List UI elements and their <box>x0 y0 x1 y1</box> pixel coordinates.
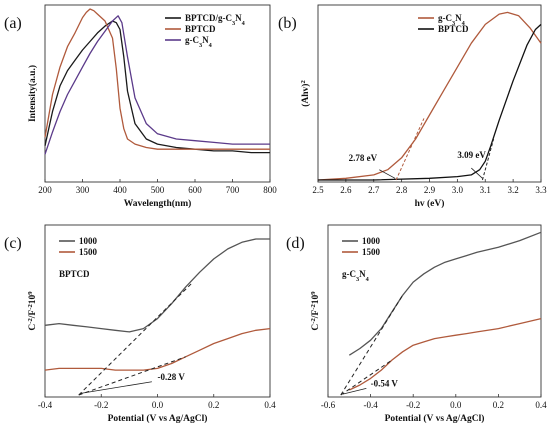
series-line-1 <box>44 8 270 150</box>
series-line-0 <box>44 20 270 154</box>
x-tick-label: 700 <box>226 185 240 195</box>
x-axis-label: Wavelength(nm) <box>124 198 192 209</box>
legend-entry: g-C3N4 <box>185 35 213 49</box>
x-axis-label: Potential (V vs Ag/AgCl) <box>385 413 485 424</box>
tangent-line <box>481 138 495 181</box>
annotation-label: 3.09 eV <box>457 150 486 160</box>
panel-label: (d) <box>286 235 305 252</box>
x-tick-label: 600 <box>188 185 202 195</box>
annotation-arrow <box>342 387 367 395</box>
legend-entry: BPTCD/g-C3N4 <box>185 13 246 27</box>
annotation-arrow <box>471 167 483 179</box>
series-line-0 <box>348 231 542 356</box>
legend-entry: BPTCD <box>185 24 216 34</box>
series-line-0 <box>317 11 542 181</box>
x-tick-label: 800 <box>263 185 277 195</box>
legend-entry: 1000 <box>79 236 98 246</box>
x-tick-label: 3.2 <box>508 185 519 195</box>
chart-panel-1: (b) 2.5 2.6 2.7 2.8 2.9 3.0 3.1 3.2 3.3 hv (eV) (Ah… <box>278 4 547 209</box>
x-tick-label: 0.0 <box>152 400 164 410</box>
x-tick-label: 0.2 <box>493 400 504 410</box>
extrapolation-line <box>340 295 403 396</box>
extrapolation-line <box>78 283 192 396</box>
chart-panel-3: (d) -0.6 -0.4 -0.2 0.0 0.2 0.4 Potential (V vs … <box>286 224 547 424</box>
panel-label: (b) <box>278 15 297 32</box>
legend-entry: 1500 <box>79 247 98 257</box>
x-tick-label: -0.2 <box>94 400 108 410</box>
x-tick-label: 2.9 <box>424 185 436 195</box>
plot-frame <box>44 4 271 183</box>
x-tick-label: 0.4 <box>264 400 276 410</box>
x-tick-label: 2.6 <box>340 185 352 195</box>
annotation-label: -0.28 V <box>158 372 186 382</box>
y-axis-label: C-2/F-2109 <box>310 291 322 331</box>
panel-inner-label: g-C3N4 <box>342 269 370 283</box>
x-tick-label: 300 <box>76 185 90 195</box>
y-axis-label: Intensity(a.u.) <box>27 65 38 122</box>
legend-entry: BPTCD <box>438 24 469 34</box>
chart-panel-2: (c) -0.4 -0.2 0.0 0.2 0.4 Potential (V vs Ag/A… <box>4 224 276 424</box>
extrapolation-line <box>78 356 186 396</box>
extrapolation-line <box>340 359 393 396</box>
x-tick-label: -0.6 <box>321 400 336 410</box>
x-tick-label: 500 <box>151 185 165 195</box>
y-axis-label: C-2/F-2109 <box>27 291 39 331</box>
legend-entry: g-C3N4 <box>438 13 466 27</box>
legend-entry: 1000 <box>362 236 381 246</box>
x-tick-label: -0.4 <box>38 400 53 410</box>
x-tick-label: 0.2 <box>208 400 219 410</box>
x-tick-label: 200 <box>38 185 52 195</box>
series-line-1 <box>44 327 271 371</box>
x-tick-label: 0.4 <box>535 400 547 410</box>
tangent-line <box>395 118 425 181</box>
x-axis-label: hv (eV) <box>415 198 445 209</box>
x-tick-label: 2.7 <box>368 185 380 195</box>
panel-inner-label: BPTCD <box>59 269 90 279</box>
series-line-0 <box>44 238 270 333</box>
x-tick-label: 2.5 <box>312 185 324 195</box>
x-tick-label: 3.0 <box>452 185 464 195</box>
annotation-arrow <box>80 381 152 394</box>
x-axis-label: Potential (V vs Ag/AgCl) <box>108 413 208 424</box>
x-tick-label: -0.4 <box>363 400 378 410</box>
x-tick-label: 2.8 <box>396 185 408 195</box>
annotation-label: -0.54 V <box>371 379 399 389</box>
x-tick-label: 400 <box>113 185 127 195</box>
x-tick-label: 0.0 <box>450 400 462 410</box>
x-tick-label: 3.3 <box>535 185 547 195</box>
panel-label: (c) <box>4 235 22 252</box>
y-axis-label: (Ahv)2 <box>300 80 312 107</box>
annotation-label: 2.78 eV <box>349 153 378 163</box>
panel-label: (a) <box>4 15 22 32</box>
annotation-arrow <box>379 169 396 179</box>
series-line-1 <box>318 23 542 181</box>
x-tick-label: 3.1 <box>480 185 491 195</box>
x-tick-label: -0.2 <box>406 400 420 410</box>
plot-frame <box>327 224 542 398</box>
series-line-1 <box>349 317 542 391</box>
series-line-2 <box>44 15 270 155</box>
chart-panel-0: (a) 200 300 400 500 600 700 800 Wavelength(nm) In… <box>4 4 277 209</box>
legend-entry: 1500 <box>362 247 381 257</box>
